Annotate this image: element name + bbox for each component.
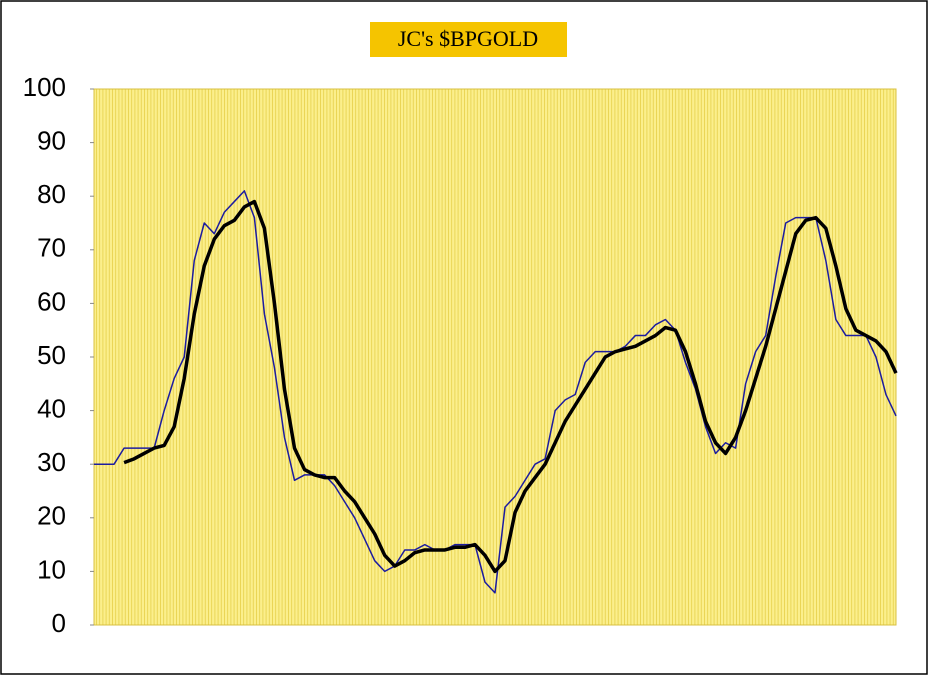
title-box [370,22,567,57]
y-tick-label: 80 [37,179,66,209]
y-tick-label: 30 [37,447,66,477]
y-tick-label: 0 [52,608,66,638]
y-tick-label: 90 [37,125,66,155]
y-tick-label: 10 [37,554,66,584]
y-tick-label: 100 [23,72,66,102]
chart-title: JC's $BPGOLD [398,26,538,51]
y-tick-label: 20 [37,501,66,531]
y-tick-label: 70 [37,233,66,263]
y-tick-label: 40 [37,393,66,423]
series-line [94,190,897,594]
y-tick-label: 50 [37,340,66,370]
plot-area [93,88,897,626]
series-line [123,199,898,574]
y-tick-label: 60 [37,286,66,316]
